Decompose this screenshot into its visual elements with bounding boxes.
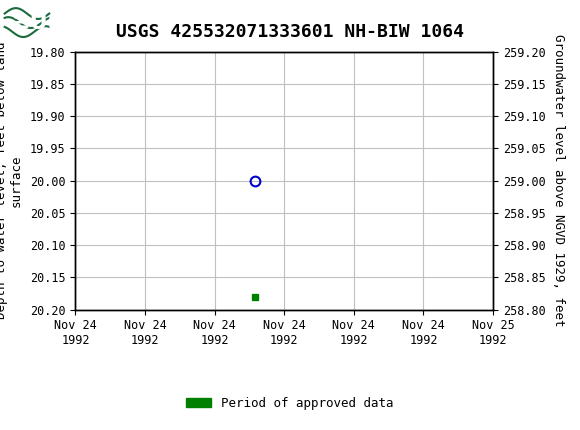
Text: ≡USGS: ≡USGS [12,12,99,33]
Y-axis label: Depth to water level, feet below land
surface: Depth to water level, feet below land su… [0,42,23,319]
FancyBboxPatch shape [3,4,55,41]
Legend: Period of approved data: Period of approved data [181,392,399,415]
Y-axis label: Groundwater level above NGVD 1929, feet: Groundwater level above NGVD 1929, feet [552,34,566,327]
Text: USGS: USGS [55,13,115,32]
Text: USGS 425532071333601 NH-BIW 1064: USGS 425532071333601 NH-BIW 1064 [116,23,464,41]
